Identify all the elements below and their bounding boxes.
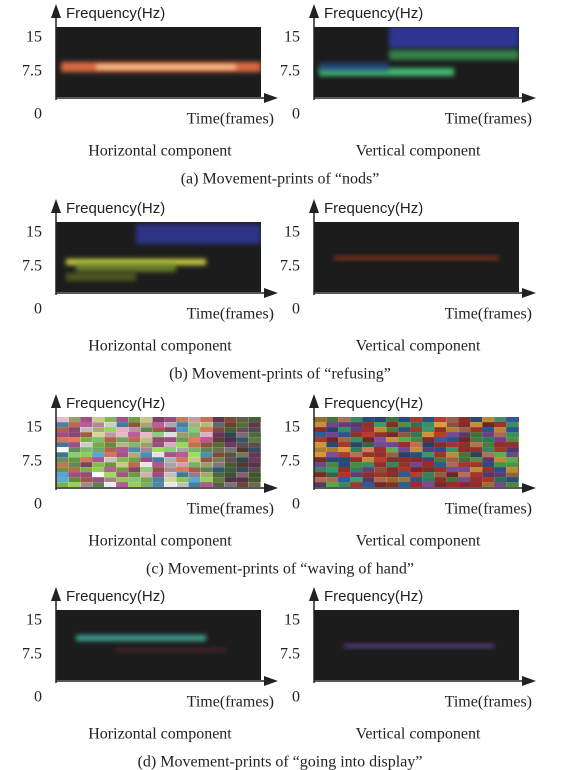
panel-title: Horizontal component bbox=[88, 143, 232, 160]
x-axis-label: Time(frames) bbox=[187, 306, 274, 323]
y-axis-label: Frequency(Hz) bbox=[66, 200, 165, 217]
x-axis-label: Time(frames) bbox=[187, 694, 274, 711]
origin-label: 0 bbox=[292, 689, 300, 706]
spectrogram bbox=[314, 610, 519, 680]
panel-title: Horizontal component bbox=[88, 338, 232, 355]
panel-title: Vertical component bbox=[356, 533, 481, 550]
x-arrow bbox=[522, 676, 536, 686]
y-axis-label: Frequency(Hz) bbox=[324, 395, 423, 412]
x-axis-label: Time(frames) bbox=[187, 111, 274, 128]
y-tick-label: 15 bbox=[26, 29, 42, 46]
y-arrow bbox=[51, 587, 61, 601]
origin-label: 0 bbox=[34, 689, 42, 706]
figure-caption: (a) Movement-prints of “nods” bbox=[181, 171, 380, 188]
origin-label: 0 bbox=[34, 496, 42, 513]
panel: Frequency(Hz) 15 7.5 0 Time(frames) Horizonta… bbox=[22, 4, 278, 160]
y-tick-label: 7.5 bbox=[22, 258, 42, 275]
x-axis-label: Time(frames) bbox=[445, 501, 532, 518]
y-tick-label: 7.5 bbox=[22, 63, 42, 80]
y-tick-label: 15 bbox=[284, 224, 300, 241]
x-axis-label: Time(frames) bbox=[445, 694, 532, 711]
x-axis-label: Time(frames) bbox=[187, 501, 274, 518]
spectrogram bbox=[56, 27, 261, 97]
y-tick-label: 15 bbox=[26, 224, 42, 241]
y-arrow bbox=[51, 4, 61, 18]
figure-caption: (d) Movement-prints of “going into displ… bbox=[138, 754, 423, 770]
y-axis-label: Frequency(Hz) bbox=[66, 5, 165, 22]
spectrogram bbox=[314, 417, 531, 488]
y-arrow bbox=[309, 394, 319, 408]
y-axis-label: Frequency(Hz) bbox=[66, 395, 165, 412]
panel: Frequency(Hz) 15 7.5 0 Time(frames) Vertical … bbox=[280, 199, 536, 355]
panel: Frequency(Hz) 15 7.5 0 Time(frames) Horizonta… bbox=[22, 394, 278, 550]
y-tick-label: 15 bbox=[284, 612, 300, 629]
y-axis-label: Frequency(Hz) bbox=[324, 5, 423, 22]
figure-caption: (b) Movement-prints of “refusing” bbox=[169, 366, 391, 383]
y-arrow bbox=[51, 199, 61, 213]
x-axis-label: Time(frames) bbox=[445, 306, 532, 323]
spectrogram bbox=[56, 222, 261, 292]
y-tick-label: 7.5 bbox=[22, 453, 42, 470]
x-axis-label: Time(frames) bbox=[445, 111, 532, 128]
x-arrow bbox=[522, 93, 536, 103]
panel: Frequency(Hz) 15 7.5 0 Time(frames) Vertical … bbox=[280, 587, 536, 743]
figure-caption: (c) Movement-prints of “waving of hand” bbox=[146, 561, 414, 578]
spectrogram bbox=[314, 222, 519, 292]
spectrogram bbox=[56, 417, 273, 488]
y-tick-label: 7.5 bbox=[280, 258, 300, 275]
origin-label: 0 bbox=[292, 106, 300, 123]
y-tick-label: 7.5 bbox=[22, 646, 42, 663]
x-arrow bbox=[264, 288, 278, 298]
y-axis-label: Frequency(Hz) bbox=[66, 588, 165, 605]
x-arrow bbox=[264, 93, 278, 103]
panel-title: Vertical component bbox=[356, 143, 481, 160]
figure: Frequency(Hz) 15 7.5 0 Time(frames) Horizonta… bbox=[0, 0, 561, 770]
y-arrow bbox=[51, 394, 61, 408]
y-tick-label: 15 bbox=[284, 29, 300, 46]
y-axis-label: Frequency(Hz) bbox=[324, 200, 423, 217]
y-tick-label: 7.5 bbox=[280, 646, 300, 663]
y-tick-label: 15 bbox=[26, 612, 42, 629]
panel: Frequency(Hz) 15 7.5 0 Time(frames) Vertical … bbox=[280, 394, 536, 550]
y-tick-label: 7.5 bbox=[280, 63, 300, 80]
origin-label: 0 bbox=[34, 301, 42, 318]
panel-title: Horizontal component bbox=[88, 726, 232, 743]
spectrogram bbox=[56, 610, 261, 680]
y-arrow bbox=[309, 199, 319, 213]
y-tick-label: 15 bbox=[26, 419, 42, 436]
y-arrow bbox=[309, 4, 319, 18]
spectrogram bbox=[314, 26, 519, 97]
panel: Frequency(Hz) 15 7.5 0 Time(frames) Horizonta… bbox=[22, 587, 278, 743]
y-tick-label: 15 bbox=[284, 419, 300, 436]
panel-title: Horizontal component bbox=[88, 533, 232, 550]
x-arrow bbox=[522, 483, 536, 493]
panel: Frequency(Hz) 15 7.5 0 Time(frames) Horizonta… bbox=[22, 199, 278, 355]
origin-label: 0 bbox=[292, 496, 300, 513]
y-tick-label: 7.5 bbox=[280, 453, 300, 470]
panel: Frequency(Hz) 15 7.5 0 Time(frames) Vertical … bbox=[280, 4, 536, 160]
origin-label: 0 bbox=[292, 301, 300, 318]
panel-title: Vertical component bbox=[356, 726, 481, 743]
x-arrow bbox=[264, 483, 278, 493]
panel-title: Vertical component bbox=[356, 338, 481, 355]
y-axis-label: Frequency(Hz) bbox=[324, 588, 423, 605]
y-arrow bbox=[309, 587, 319, 601]
x-arrow bbox=[522, 288, 536, 298]
x-arrow bbox=[264, 676, 278, 686]
origin-label: 0 bbox=[34, 106, 42, 123]
